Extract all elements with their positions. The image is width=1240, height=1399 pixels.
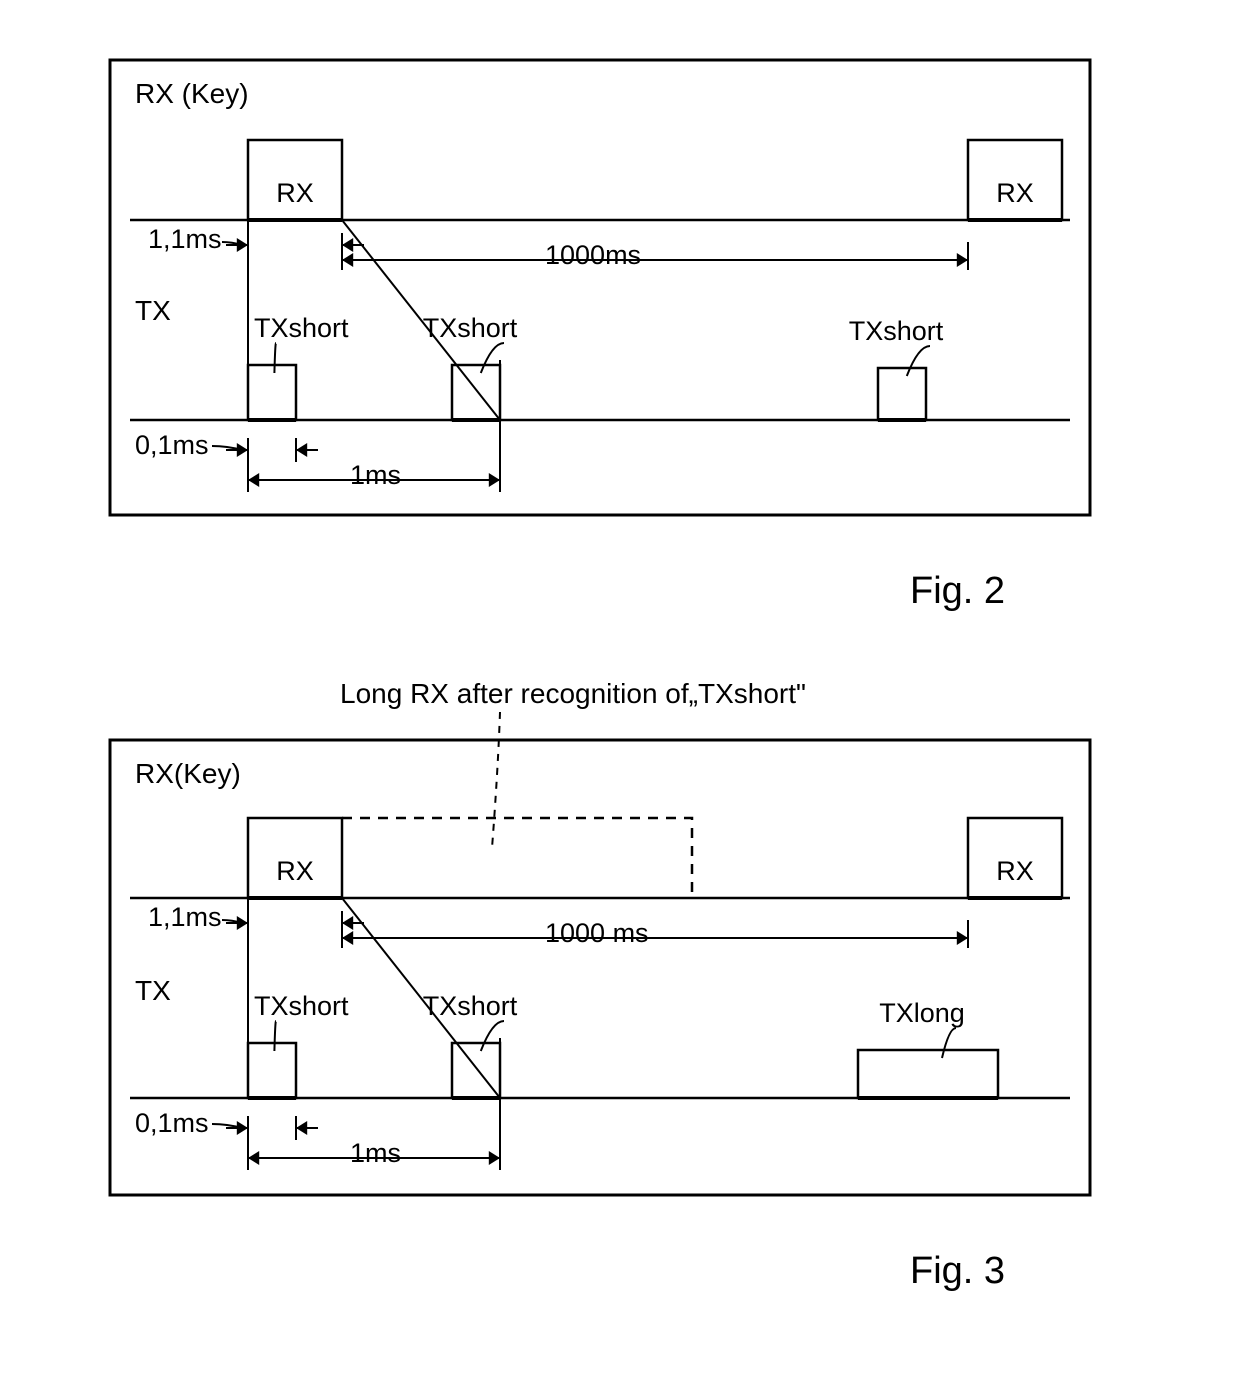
fig2-tx-title: TX [135, 295, 171, 327]
fig3-dim-1-1ms: 1,1ms [148, 902, 222, 933]
svg-text:RX: RX [276, 856, 314, 886]
fig2-dim-0-1ms: 0,1ms [135, 430, 209, 461]
fig3-rx-title: RX(Key) [135, 758, 241, 790]
fig3-tx-title: TX [135, 975, 171, 1007]
svg-text:TXshort: TXshort [254, 313, 349, 343]
fig2-caption: Fig. 2 [910, 570, 1005, 613]
fig2-dim-1-1ms: 1,1ms [148, 224, 222, 255]
svg-text:TXshort: TXshort [423, 991, 518, 1021]
fig3-dim-1ms: 1ms [350, 1138, 401, 1169]
svg-text:RX: RX [996, 856, 1034, 886]
svg-text:TXshort: TXshort [423, 313, 518, 343]
fig3-dim-0-1ms: 0,1ms [135, 1108, 209, 1139]
svg-text:RX: RX [996, 178, 1034, 208]
fig3-dim-1000ms: 1000 ms [545, 918, 649, 949]
svg-text:RX: RX [276, 178, 314, 208]
svg-text:TXlong: TXlong [879, 998, 965, 1028]
fig2-rx-title: RX (Key) [135, 78, 249, 110]
svg-text:TXshort: TXshort [849, 316, 944, 346]
svg-text:TXshort: TXshort [254, 991, 349, 1021]
fig2-dim-1000ms: 1000ms [545, 240, 641, 271]
fig3-top-annotation: Long RX after recognition of„TXshort" [340, 678, 806, 710]
fig3-caption: Fig. 3 [910, 1250, 1005, 1293]
fig2-dim-1ms: 1ms [350, 460, 401, 491]
